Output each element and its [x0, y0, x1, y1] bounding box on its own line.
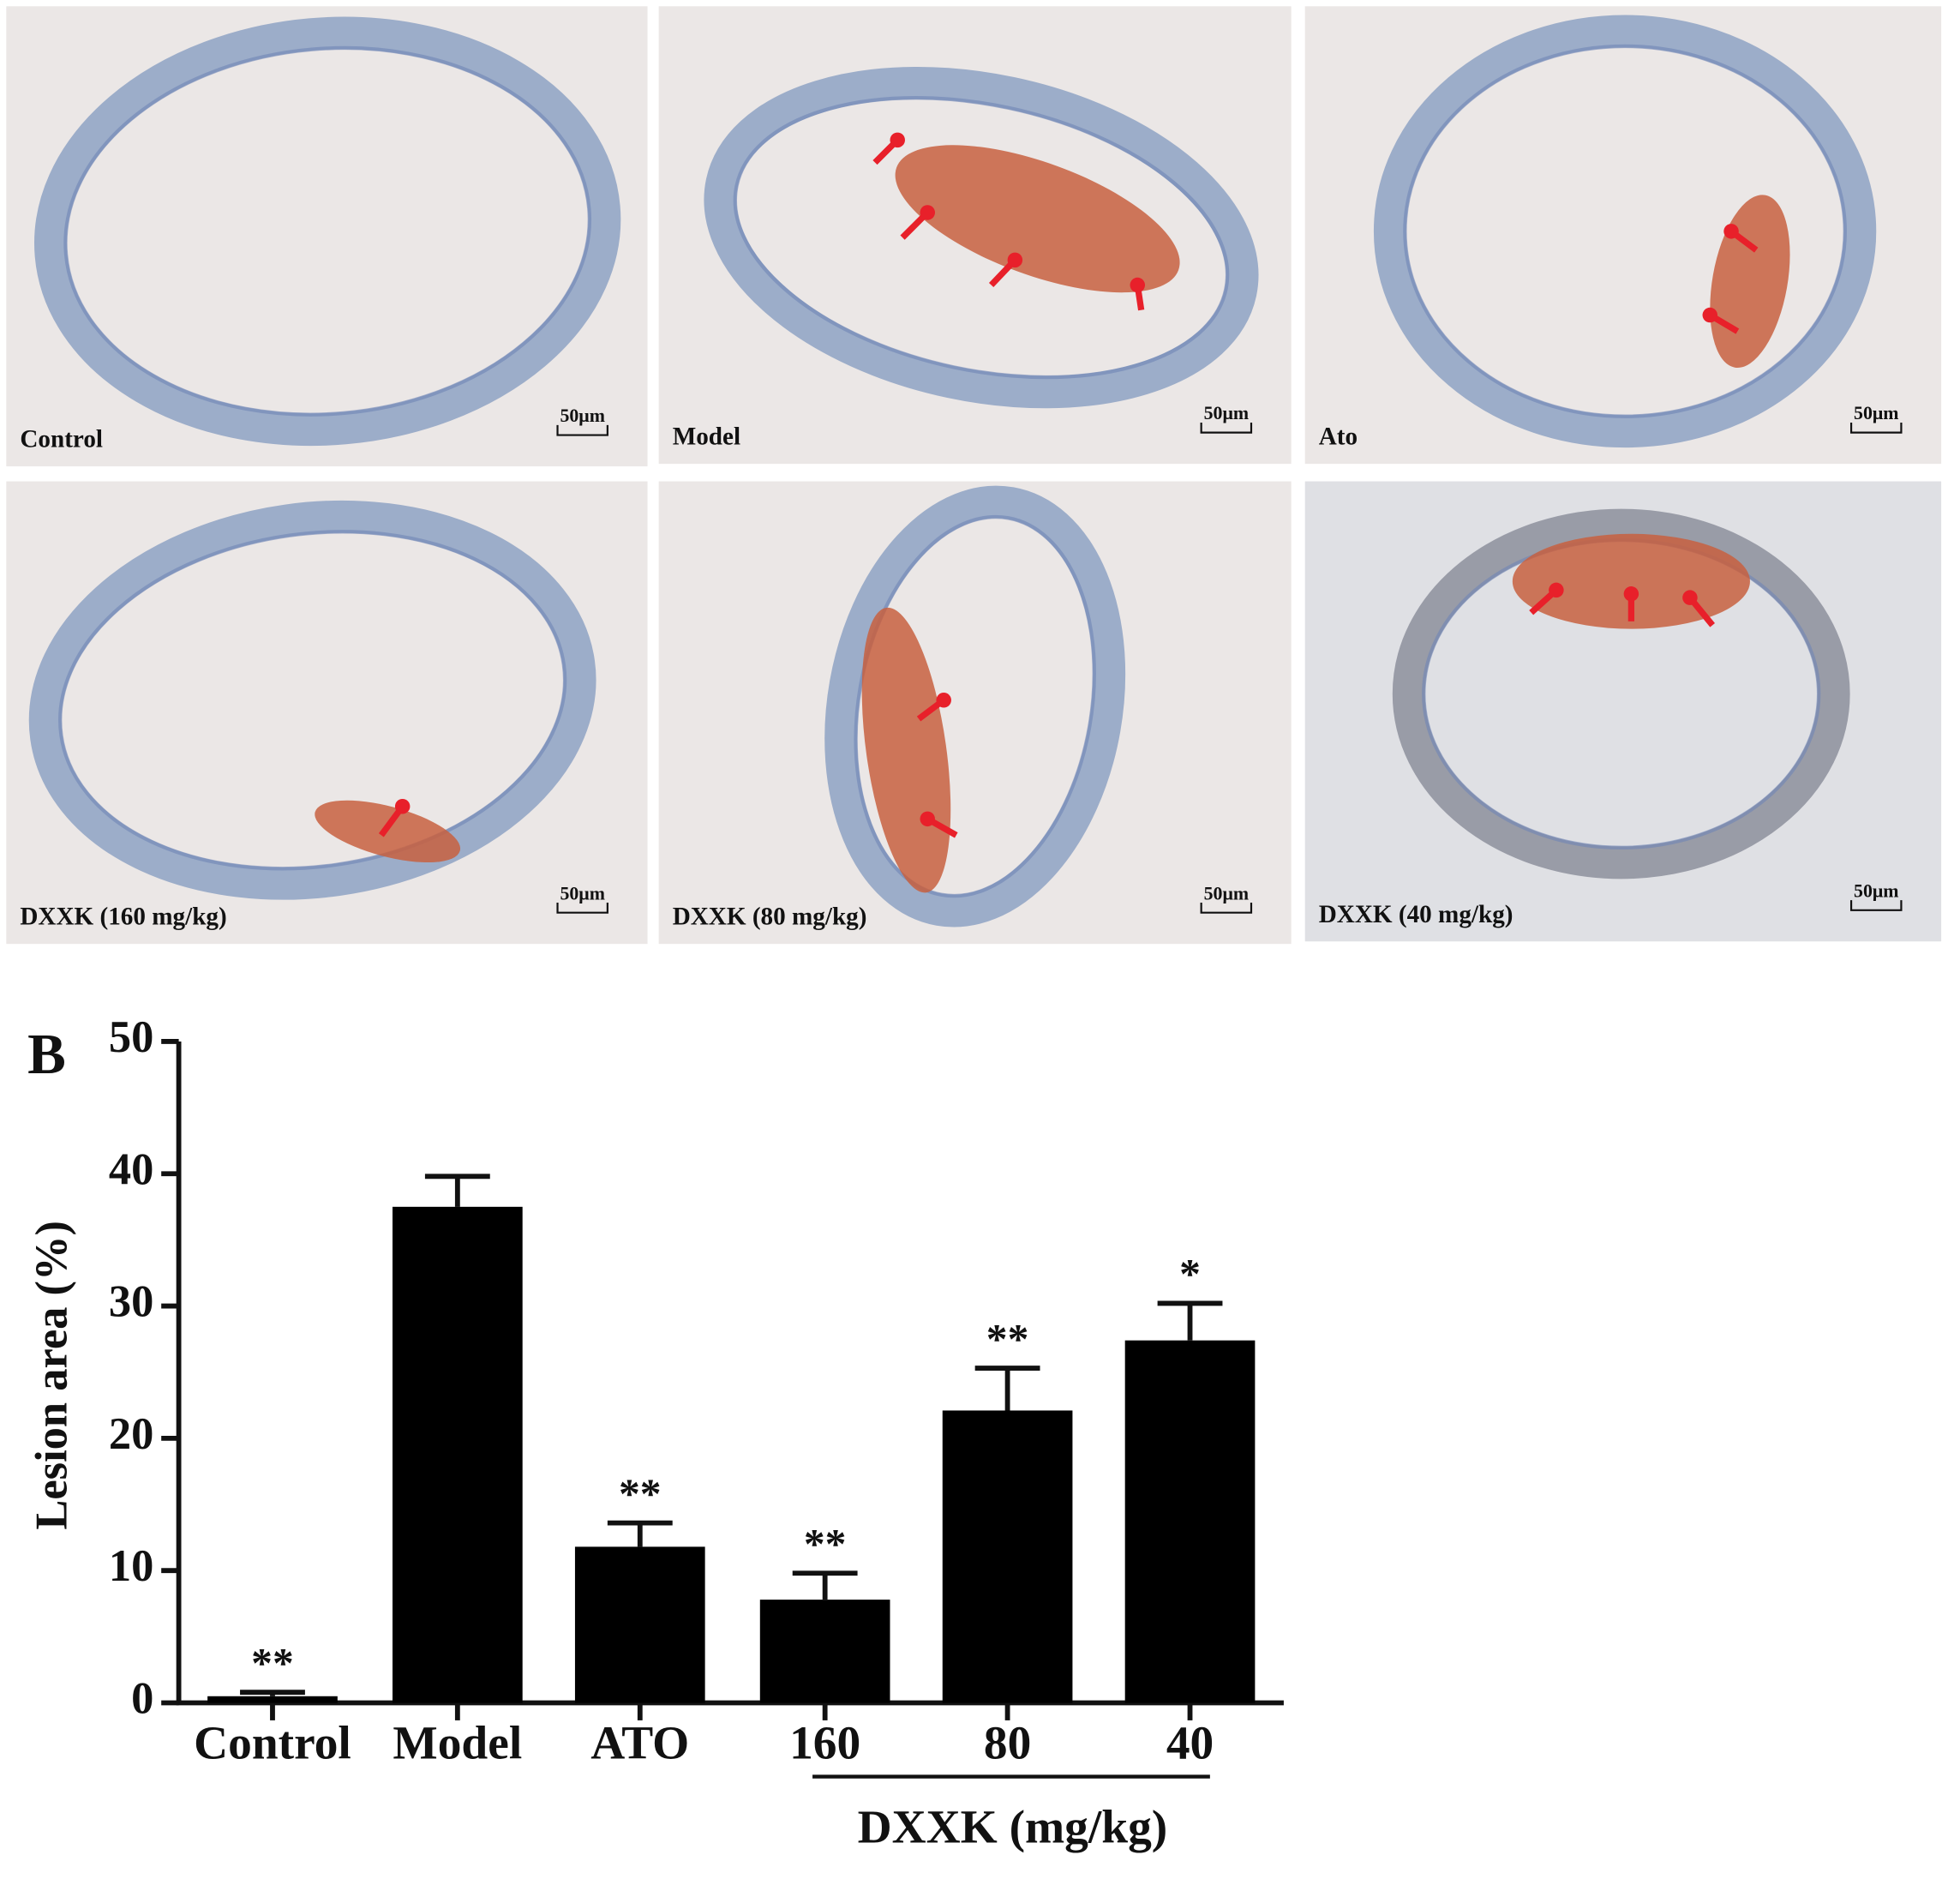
micrograph: Model 50μm	[658, 6, 1292, 465]
panel-label: B	[27, 1022, 66, 1086]
arrow-head	[1007, 252, 1023, 268]
micrograph-label: DXXK (40 mg/kg)	[1319, 901, 1513, 928]
vessel-wall	[1373, 15, 1877, 448]
vessel-wall	[34, 16, 621, 447]
micrograph: Control 50μm	[6, 6, 648, 467]
scale-bar-label: 50μm	[560, 883, 604, 903]
y-axis-title: Lesion area (%)	[27, 1221, 77, 1530]
arrow-head	[1549, 582, 1564, 598]
vessel-wall	[824, 485, 1126, 927]
arrow-head	[1723, 224, 1739, 239]
micrograph-label: DXXK (160 mg/kg)	[20, 903, 226, 931]
scale-bar-label: 50μm	[1204, 403, 1249, 423]
lesion	[895, 145, 1180, 293]
scale-bar-label: 50μm	[1854, 403, 1898, 423]
x-tick-label: 40	[1166, 1717, 1214, 1769]
bar	[1124, 1340, 1256, 1703]
y-tick-label: 20	[109, 1409, 153, 1459]
arrow-head	[394, 798, 411, 814]
arrow-head	[1130, 277, 1146, 293]
vessel-wall	[1392, 508, 1850, 879]
y-tick-label: 0	[131, 1674, 153, 1724]
micrograph-label: DXXK (80 mg/kg)	[673, 903, 867, 931]
arrow-head	[890, 132, 905, 148]
micrograph-label: Ato	[1319, 423, 1358, 451]
bar	[942, 1410, 1073, 1703]
arrow-head	[1623, 586, 1639, 602]
bar	[207, 1696, 338, 1703]
bar	[759, 1600, 890, 1703]
micrograph-background	[6, 6, 648, 467]
scale-bar	[556, 424, 608, 436]
arrow-head	[920, 205, 935, 220]
arrow-head	[1682, 590, 1698, 605]
x-tick-label: 80	[984, 1717, 1031, 1769]
arrow-head	[936, 693, 951, 708]
micrograph-background	[1304, 6, 1942, 465]
micrograph: DXXK (40 mg/kg) 50μm	[1304, 481, 1942, 942]
scale-bar	[1849, 900, 1903, 911]
micrograph: DXXK (160 mg/kg) 50μm	[6, 481, 648, 945]
arrow-head	[920, 811, 935, 827]
vessel-wall-inner	[63, 45, 592, 417]
lesion	[1512, 533, 1750, 629]
scale-bar	[1200, 422, 1253, 434]
scale-bar	[1849, 422, 1903, 434]
vessel-wall	[704, 66, 1259, 409]
bar	[574, 1546, 705, 1703]
vessel-wall-inner	[733, 95, 1230, 380]
y-tick-label: 50	[109, 1012, 153, 1062]
micrograph: Ato 50μm	[1304, 6, 1942, 465]
micrograph: DXXK (80 mg/kg) 50μm	[658, 481, 1292, 945]
group-label: DXXK (mg/kg)	[858, 1800, 1168, 1852]
y-tick-label: 30	[109, 1277, 153, 1327]
arrow-head	[1702, 307, 1718, 323]
significance-mark: **	[251, 1639, 294, 1686]
significance-mark: *	[1179, 1251, 1201, 1298]
scale-bar-label: 50μm	[1204, 883, 1249, 903]
scale-bar-label: 50μm	[560, 405, 604, 426]
scale-bar	[1200, 903, 1253, 914]
x-tick-label: 160	[789, 1717, 860, 1769]
micrograph-label: Control	[20, 426, 103, 453]
significance-mark: **	[986, 1315, 1029, 1362]
bar	[392, 1206, 523, 1703]
micrograph-background	[658, 481, 1292, 945]
vessel-wall	[28, 500, 596, 900]
scale-bar	[556, 903, 608, 914]
vessel-wall-inner	[854, 514, 1096, 898]
significance-mark: **	[619, 1470, 662, 1517]
micrograph-label: Model	[673, 423, 740, 451]
vessel-wall-inner	[1403, 44, 1847, 418]
vessel-wall-inner	[58, 530, 567, 871]
y-tick-label: 40	[109, 1144, 153, 1194]
x-tick-label: Control	[194, 1717, 351, 1769]
significance-mark: **	[804, 1520, 847, 1567]
scale-bar-label: 50μm	[1854, 880, 1898, 901]
x-tick-label: ATO	[590, 1717, 689, 1769]
x-tick-label: Model	[393, 1717, 522, 1769]
y-tick-label: 10	[109, 1541, 153, 1591]
